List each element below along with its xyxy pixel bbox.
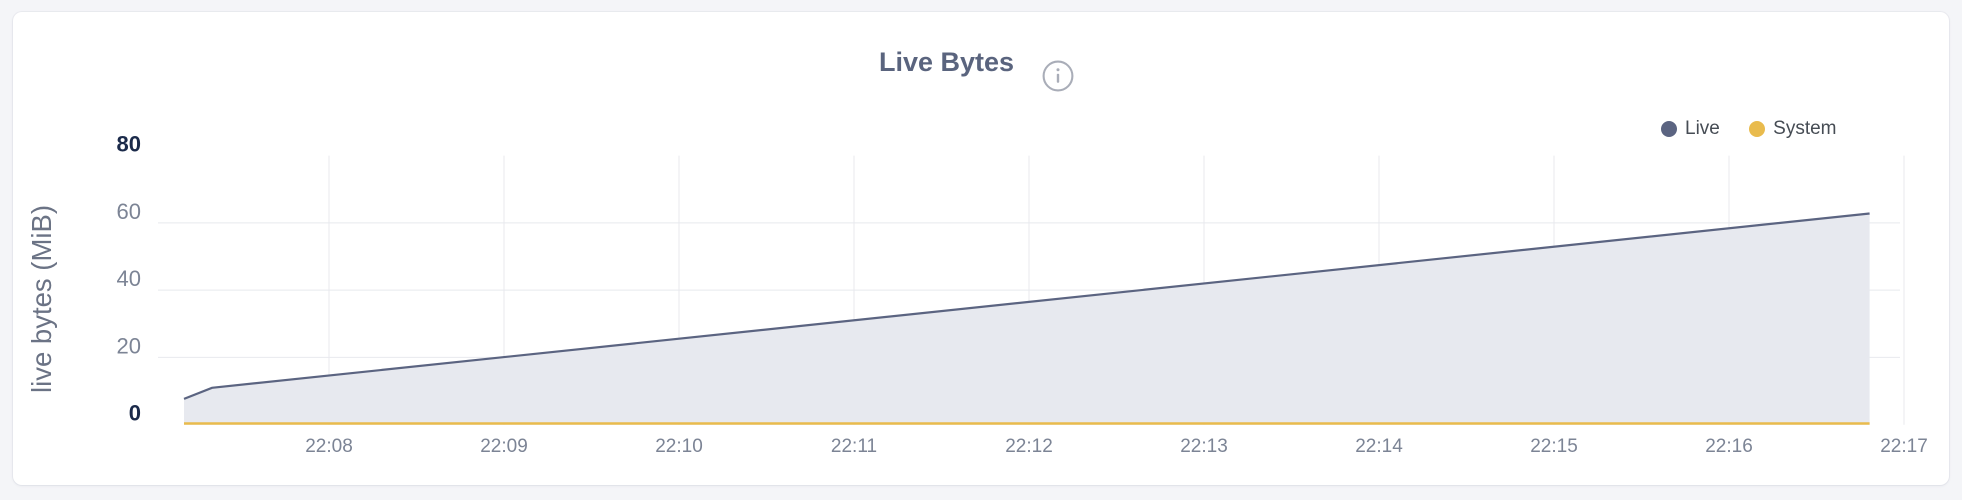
svg-text:22:08: 22:08	[305, 436, 353, 457]
svg-text:22:16: 22:16	[1705, 436, 1753, 457]
svg-text:22:12: 22:12	[1005, 436, 1053, 457]
svg-text:0: 0	[129, 401, 141, 426]
svg-text:22:17: 22:17	[1880, 436, 1928, 457]
svg-text:40: 40	[117, 266, 141, 291]
svg-text:22:13: 22:13	[1180, 436, 1228, 457]
svg-text:live bytes (MiB): live bytes (MiB)	[26, 205, 57, 393]
svg-text:20: 20	[117, 333, 141, 358]
svg-text:22:11: 22:11	[831, 436, 877, 457]
svg-text:80: 80	[117, 132, 141, 157]
svg-text:60: 60	[117, 199, 141, 224]
svg-text:22:10: 22:10	[655, 436, 703, 457]
svg-text:22:14: 22:14	[1355, 436, 1403, 457]
svg-text:22:09: 22:09	[480, 436, 528, 457]
svg-text:22:15: 22:15	[1530, 436, 1578, 457]
